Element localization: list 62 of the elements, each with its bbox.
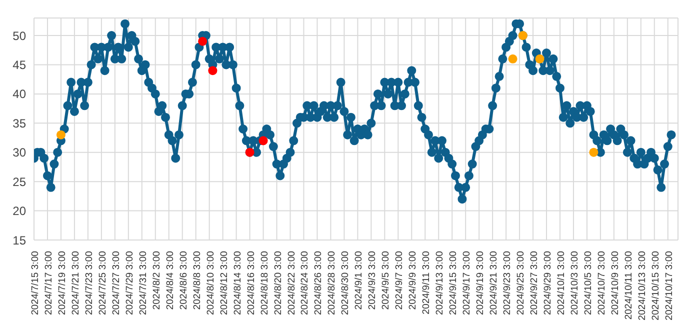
point [208,66,218,76]
x-tick-label: 2024/9/17 3:00 [462,251,473,316]
y-tick-label: 40 [12,87,26,102]
x-tick-label: 2024/9/13 3:00 [434,251,446,316]
y-tick-label: 15 [12,233,26,248]
x-tick-label: 2024/10/1 3:00 [556,251,567,316]
x-tick-label: 2024/8/14 3:00 [232,251,244,316]
x-tick-label: 2024/9/23 3:00 [502,251,514,316]
x-tick-label: 2024/9/7 3:00 [394,251,406,310]
x-tick-label: 2024/8/4 3:00 [164,251,176,310]
x-tick-label: 2024/9/27 3:00 [529,251,540,316]
x-tick-label: 2024/8/16 3:00 [246,251,257,316]
x-tick-label: 2024/10/13 3:00 [636,251,648,320]
x-tick-label: 2024/8/20 3:00 [272,251,284,316]
x-tick-label: 2024/9/21 3:00 [488,251,500,316]
x-tick-label: 2024/9/5 3:00 [380,251,392,310]
x-tick-label: 2024/9/11 3:00 [421,251,432,314]
x-tick-label: 2024/8/8 3:00 [192,251,203,310]
x-tick-label: 2024/10/7 3:00 [596,251,608,316]
x-tick-label: 2024/7/17 3:00 [43,251,54,316]
x-tick-label: 2024/9/19 3:00 [475,251,486,316]
x-tick-label: 2024/10/15 3:00 [650,251,662,320]
x-tick-label: 2024/10/9 3:00 [610,251,621,316]
point [56,130,66,140]
x-tick-label: 2024/9/25 3:00 [516,251,527,316]
y-tick-label: 50 [12,28,26,43]
x-tick-label: 2024/8/12 3:00 [218,251,230,316]
x-tick-label: 2024/7/27 3:00 [110,251,122,316]
x-tick-label: 2024/10/11 3:00 [623,251,634,320]
x-tick-label: 2024/8/30 3:00 [340,251,352,316]
y-tick-label: 25 [12,174,26,189]
x-tick-label: 2024/7/19 3:00 [56,251,68,316]
x-tick-label: 2024/8/28 3:00 [326,251,338,316]
x-tick-label: 2024/8/2 3:00 [151,251,162,310]
x-tick-label: 2024/9/9 3:00 [408,251,419,310]
x-tick-label: 2024/8/22 3:00 [286,251,298,316]
y-tick-label: 45 [12,58,26,72]
x-tick-label: 2024/10/17 3:00 [664,251,675,320]
x-tick-label: 2024/8/18 3:00 [259,251,270,316]
x-tick-label: 2024/8/10 3:00 [205,251,216,316]
point [589,148,598,157]
point [508,54,518,64]
x-tick-label: 2024/9/15 3:00 [448,251,460,316]
y-tick-label: 20 [12,204,26,218]
point [198,36,208,46]
x-tick-label: 2024/8/24 3:00 [300,251,311,316]
y-tick-label: 35 [12,116,26,130]
x-tick-label: 2024/9/1 3:00 [354,251,365,310]
x-tick-label: 2024/10/5 3:00 [582,251,594,316]
x-tick-label: 2024/8/6 3:00 [178,251,190,310]
x-tick-label: 2024/8/26 3:00 [313,251,324,316]
x-tick-label: 2024/7/25 3:00 [97,251,108,316]
x-tick-label: 2024/7/15 3:00 [30,251,41,316]
x-tick-label: 2024/7/29 3:00 [124,251,136,316]
x-tick-label: 2024/7/21 3:00 [70,251,82,316]
x-tick-label: 2024/7/31 3:00 [138,251,149,316]
x-tick-label: 2024/10/3 3:00 [569,251,580,316]
x-tick-label: 2024/9/29 3:00 [542,251,554,316]
point [258,136,268,146]
x-tick-label: 2024/9/3 3:00 [367,251,378,310]
x-tick-label: 2024/7/23 3:00 [84,251,95,316]
y-tick-label: 30 [12,146,26,160]
